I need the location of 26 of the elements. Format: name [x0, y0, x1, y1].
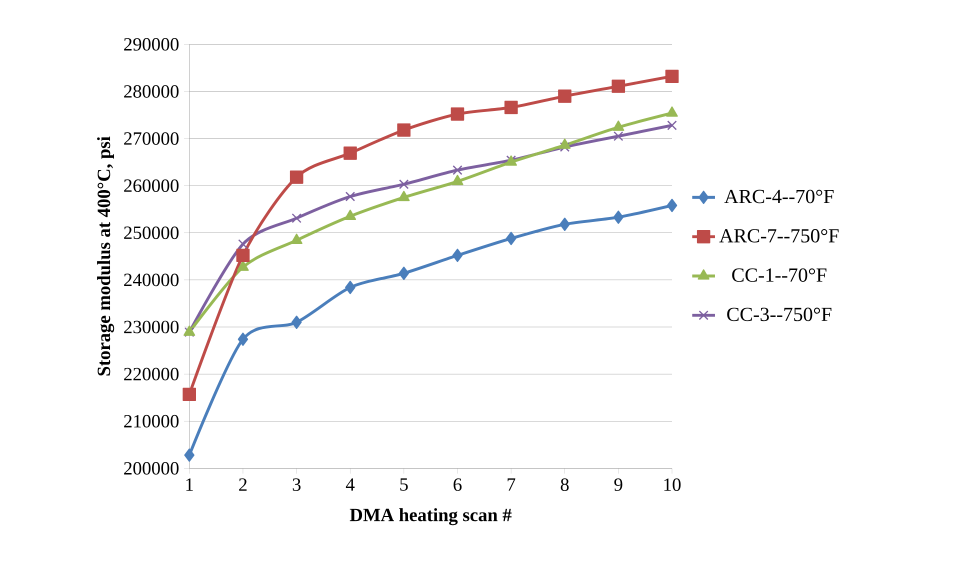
y-tick-label: 270000	[124, 132, 179, 145]
y-tick-label: 250000	[124, 226, 179, 240]
y-tick-label: 260000	[124, 179, 179, 192]
legend-label: ARC-4--70°F	[724, 190, 834, 204]
x-tick-label: 2	[239, 478, 247, 491]
y-tick-label: 280000	[124, 85, 179, 98]
x-tick-label: 4	[346, 478, 355, 491]
y-tick-label: 290000	[124, 38, 179, 51]
y-tick-label: 230000	[124, 320, 179, 334]
legend-label: CC-1--70°F	[732, 268, 826, 282]
x-tick-label: 3	[292, 478, 301, 491]
x-tick-label: 7	[508, 478, 516, 491]
x-tick-label: 9	[614, 478, 622, 491]
x-tick-label: 1	[186, 478, 193, 491]
y-tick-label: 210000	[124, 414, 179, 428]
x-tick-label: 10	[664, 478, 681, 491]
legend-label: CC-3--750°F	[727, 308, 832, 322]
x-tick-label: 5	[400, 478, 408, 491]
x-tick-label: 8	[560, 478, 569, 491]
y-axis-title: Storage modulus at 400°C, psi	[97, 136, 114, 376]
legend-label: ARC-7--750°F	[719, 229, 839, 243]
y-tick-label: 240000	[124, 274, 179, 286]
y-tick-label: 200000	[124, 462, 179, 475]
x-axis-title: DMA heating scan #	[350, 508, 512, 526]
y-tick-label: 220000	[124, 368, 179, 380]
x-tick-label: 6	[454, 478, 462, 491]
